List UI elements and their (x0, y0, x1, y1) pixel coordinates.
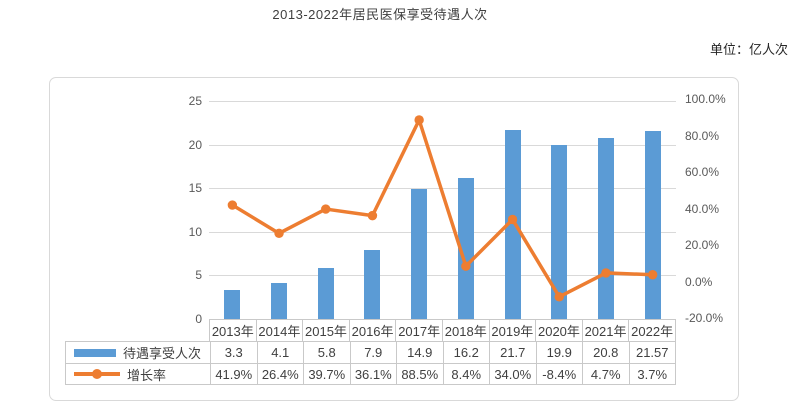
line-marker-2019年 (507, 214, 518, 225)
line-marker-2022年 (647, 270, 658, 280)
legend-label-bar-series: 待遇享受人次 (123, 346, 202, 361)
bar-2020年 (551, 145, 568, 319)
table-value-cell: 4.1 (256, 342, 304, 363)
table-value-cell: 21.57 (628, 342, 676, 363)
table-value-cell: 20.8 (582, 342, 629, 363)
right-axis-tick-label: 60.0% (685, 165, 720, 179)
table-header-cell: 2016年 (348, 320, 396, 341)
left-axis-tick-label: 20 (188, 137, 202, 152)
table-value-cell: 16.2 (442, 342, 490, 363)
data-table-row-bar-series: 待遇享受人次 3.3 4.1 5.8 7.9 14.9 16.2 21.7 19.9 20.8 2… (65, 341, 676, 363)
bar-2019年 (504, 129, 521, 319)
table-value-cell: 88.5% (396, 364, 443, 384)
left-axis-tick-label: 5 (195, 268, 202, 283)
table-value-cell: 8.4% (442, 364, 490, 384)
table-value-cell: 4.7% (582, 364, 629, 384)
table-value-cell: 14.9 (396, 342, 443, 363)
bar-2017年 (411, 189, 428, 319)
table-header-cell: 2018年 (441, 320, 489, 341)
table-header-cell: 2015年 (302, 320, 349, 341)
right-axis-tick-label: 0.0% (685, 274, 713, 289)
table-value-cell: 3.3 (210, 342, 257, 363)
legend-item-bar-series: 待遇享受人次 (66, 342, 210, 363)
bar-series-swatch-icon (74, 348, 116, 357)
left-axis-tick-label: 15 (188, 181, 202, 196)
growth-rate-line (227, 115, 658, 302)
line-marker-2016年 (367, 210, 378, 221)
table-value-cell: 36.1% (349, 364, 397, 384)
right-axis-tick-label: -20.0% (685, 311, 724, 325)
right-axis-tick-label: 80.0% (685, 128, 720, 143)
line-marker-2017年 (414, 115, 424, 125)
table-value-cell: 19.9 (535, 342, 583, 363)
unit-label: 单位：亿人次 (709, 42, 788, 57)
table-header-cell: 2013年 (209, 320, 256, 341)
legend-item-line-series: 增长率 (66, 364, 210, 384)
table-value-cell: 7.9 (349, 342, 397, 363)
table-value-cell: 34.0% (489, 364, 536, 384)
line-marker-2013年 (227, 200, 238, 210)
table-header-cell: 2019年 (488, 320, 536, 341)
bar-2018年 (457, 177, 474, 319)
gridline (209, 275, 676, 277)
bar-2013年 (224, 290, 241, 319)
left-axis-tick-label: 0 (195, 312, 202, 326)
line-marker-2020年 (554, 292, 564, 302)
table-value-cell: 39.7% (303, 364, 350, 384)
table-header-cell: 2021年 (581, 320, 629, 341)
line-series-swatch-icon (74, 363, 120, 385)
left-axis-tick-label: 25 (188, 94, 202, 108)
legend-label-line-series: 增长率 (127, 367, 167, 383)
right-axis-tick-label: 40.0% (685, 201, 720, 216)
table-value-cell: 41.9% (210, 364, 257, 384)
table-value-cell: 21.7 (489, 342, 536, 363)
gridline (209, 101, 676, 102)
chart-frame: 2013年 2014年 2015年 2016年 2017年 2018年 2019年 2020年… (49, 77, 739, 401)
table-header-cell: 2020年 (535, 320, 582, 341)
chart-title: 2013-2022年居民医保享受待遇人次 (272, 7, 488, 22)
gridline (209, 144, 676, 146)
plot-area (209, 101, 676, 319)
table-value-cell: 3.7% (628, 364, 676, 384)
table-value-cell: 26.4% (256, 364, 304, 384)
table-header-cell: 2014年 (255, 320, 303, 341)
line-marker-2021年 (601, 268, 611, 278)
data-table-header-row: 2013年 2014年 2015年 2016年 2017年 2018年 2019年 2020年… (209, 319, 676, 341)
left-axis-tick-label: 10 (188, 224, 202, 239)
table-header-cell: 2017年 (395, 320, 442, 341)
bar-2015年 (317, 268, 334, 319)
gridline (209, 231, 676, 233)
line-marker-2014年 (274, 228, 284, 239)
data-table-row-line-series: 增长率 41.9% 26.4% 39.7% 36.1% 88.5% 8.4% 34.0% -8… (65, 363, 676, 385)
right-axis-tick-label: 20.0% (685, 238, 720, 252)
line-marker-2015年 (321, 204, 331, 214)
bar-2022年 (644, 130, 661, 319)
right-axis-tick-label: 100.0% (685, 92, 726, 106)
bar-2014年 (271, 283, 288, 319)
bar-2016年 (364, 250, 381, 319)
table-header-cell: 2022年 (628, 320, 675, 341)
line-marker-2018年 (461, 261, 471, 271)
table-value-cell: 5.8 (303, 342, 350, 363)
table-value-cell: -8.4% (535, 364, 583, 384)
